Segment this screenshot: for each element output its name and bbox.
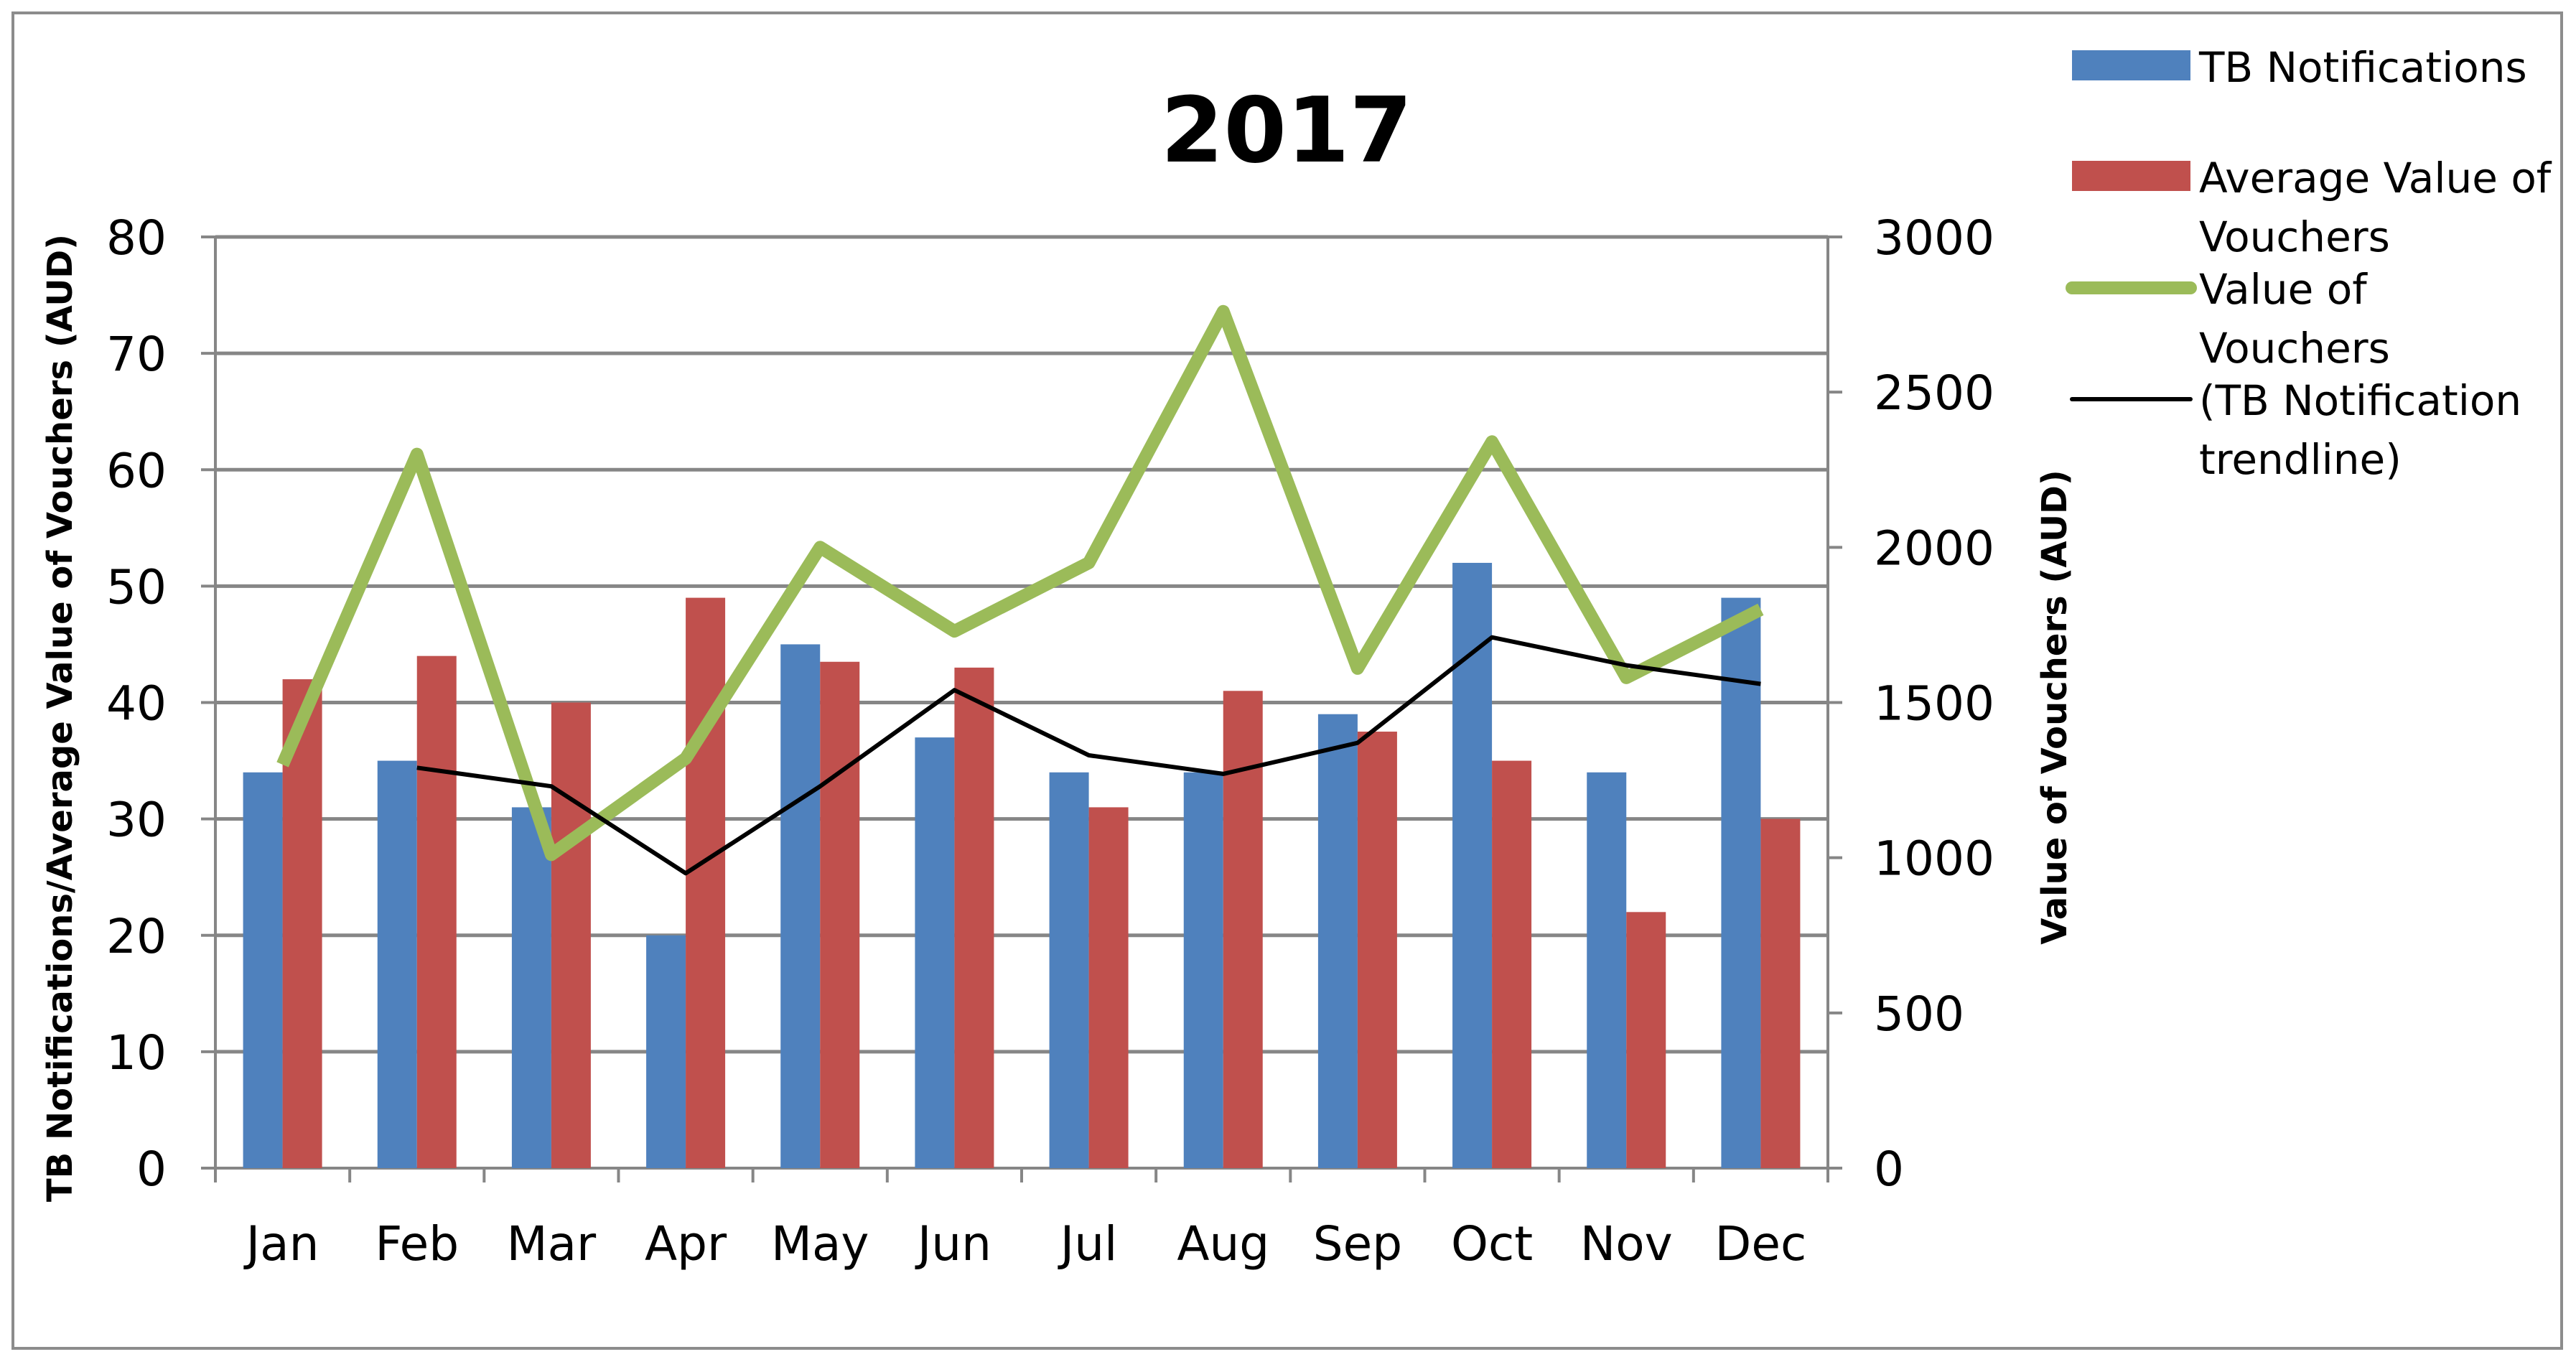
legend-label: TB Notifications [2198, 43, 2527, 92]
bar-tb-notifications-mar [511, 807, 551, 1168]
right-tick-label: 1500 [1874, 676, 1994, 732]
bar-average-value-sep [1357, 732, 1397, 1168]
bar-tb-notifications-jan [243, 772, 283, 1168]
bar-tb-notifications-dec [1721, 597, 1761, 1168]
line-tb-trendline [416, 635, 1761, 876]
bar-average-value-nov [1626, 912, 1666, 1168]
right-tick-label: 2000 [1874, 521, 1994, 576]
bar-average-value-dec [1760, 818, 1801, 1168]
x-tick-label: Jan [243, 1216, 319, 1272]
legend-swatch [2072, 161, 2190, 191]
bar-average-value-apr [686, 597, 726, 1168]
bar-tb-notifications-apr [646, 935, 686, 1168]
x-tick-label: Sep [1313, 1216, 1402, 1272]
bar-average-value-may [820, 661, 860, 1168]
legend-label: Vouchers [2199, 213, 2390, 261]
x-tick-label: Mar [507, 1216, 597, 1272]
left-tick-label: 50 [106, 559, 167, 615]
legend-label: (TB Notification [2199, 376, 2521, 425]
bar-tb-notifications-jul [1049, 772, 1089, 1168]
line-value-of-vouchers [276, 304, 1764, 862]
x-tick-label: Oct [1451, 1216, 1533, 1272]
x-tick-label: Feb [375, 1216, 459, 1272]
bar-tb-notifications-jun [915, 737, 955, 1168]
x-tick-label: Jun [915, 1216, 991, 1272]
right-tick-label: 500 [1874, 986, 1964, 1042]
bar-average-value-feb [416, 655, 457, 1168]
legend-swatch [2072, 50, 2190, 80]
x-tick-label: Apr [645, 1216, 727, 1272]
x-tick-label: Dec [1715, 1216, 1807, 1272]
bar-tb-notifications-feb [377, 760, 417, 1168]
bar-average-value-oct [1492, 760, 1532, 1168]
legend-label: trendline) [2199, 435, 2402, 484]
bar-average-value-aug [1223, 691, 1263, 1168]
x-tick-label: May [771, 1216, 869, 1272]
right-axis-label: Value of Vouchers (AUD) [2035, 470, 2075, 945]
left-tick-label: 10 [106, 1025, 167, 1081]
bar-tb-notifications-sep [1317, 714, 1358, 1168]
legend-label: Value of [2199, 265, 2368, 314]
left-tick-label: 20 [106, 909, 167, 964]
x-tick-label: Jul [1058, 1216, 1118, 1272]
legend-label: Vouchers [2199, 324, 2390, 373]
bar-tb-notifications-aug [1183, 772, 1223, 1168]
legend: TB Notifications Average Value of Vouchers… [2066, 43, 2552, 484]
right-tick-label: 3000 [1874, 210, 1994, 266]
bar-average-value-jul [1088, 807, 1129, 1168]
right-tick-label: 2500 [1874, 365, 1994, 421]
left-tick-label: 80 [106, 210, 167, 266]
bar-average-value-jun [954, 667, 994, 1168]
left-tick-label: 0 [136, 1142, 167, 1197]
bar-tb-notifications-nov [1587, 772, 1627, 1168]
chart-title: 2017 [1161, 78, 1413, 183]
left-axis-label: TB Notifications/Average Value of Vouche… [40, 234, 80, 1202]
bar-tb-notifications-may [780, 644, 821, 1168]
left-tick-label: 40 [106, 676, 167, 732]
right-tick-label: 0 [1874, 1142, 1904, 1197]
bar-average-value-mar [551, 702, 591, 1168]
legend-label: Average Value of [2199, 154, 2552, 202]
left-tick-label: 70 [106, 327, 167, 382]
x-tick-label: Aug [1177, 1216, 1269, 1272]
left-tick-label: 30 [106, 793, 167, 848]
right-tick-label: 1000 [1874, 831, 1994, 887]
plot-area: 0 10 20 30 40 50 60 70 80 0 500 1000 1500 2000 2500 300… [106, 210, 1994, 1272]
left-tick-label: 60 [106, 443, 167, 498]
x-tick-label: Nov [1580, 1216, 1673, 1272]
